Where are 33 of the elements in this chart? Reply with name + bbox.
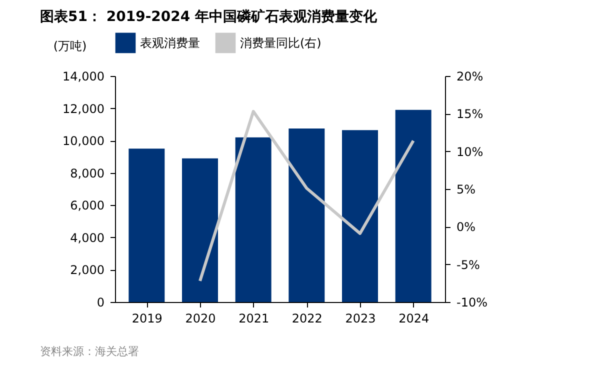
legend-label: 表观消费量	[140, 36, 200, 50]
y-tick-label: 12,000	[62, 102, 104, 116]
y2-tick-label: 15%	[456, 107, 484, 122]
x-tick-label: 2022	[292, 312, 322, 326]
y-tick-label: 2,000	[70, 263, 104, 278]
y2-tick-label: -5%	[456, 258, 480, 272]
x-tick-label: 2021	[238, 312, 270, 326]
text: 资料来源：海关总署	[40, 345, 139, 358]
y2-tick-label: -10%	[456, 296, 488, 310]
y2-tick-label: 20%	[456, 70, 484, 84]
y-tick-label: 8,000	[70, 166, 104, 180]
y2-tick-label: 5%	[456, 182, 476, 196]
y-axis-title: (万吨)	[53, 39, 87, 53]
y-tick-label: 10,000	[62, 134, 104, 148]
bar	[288, 128, 325, 302]
chart-title: 图表51： 2019-2024 年中国磷矿石表观消费量变化	[40, 8, 378, 25]
legend-label: 消费量同比(右)	[240, 36, 322, 50]
y-tick-label: 0	[96, 296, 104, 310]
y2-tick-label: 10%	[456, 144, 484, 159]
x-tick-label: 2023	[345, 312, 376, 326]
bar	[128, 148, 165, 302]
line-series	[198, 110, 415, 282]
bar	[342, 130, 378, 302]
bar	[182, 158, 218, 302]
x-tick-label: 2019	[132, 312, 162, 326]
x-tick-label: 2024	[398, 312, 430, 326]
x-tick-label: 2020	[185, 312, 216, 326]
y-tick-label: 4,000	[70, 230, 104, 245]
y-tick-label: 6,000	[70, 198, 104, 213]
y-tick-label: 14,000	[62, 70, 104, 84]
y2-tick-label: 0%	[456, 220, 476, 234]
bar	[235, 137, 272, 302]
bar	[395, 110, 432, 302]
